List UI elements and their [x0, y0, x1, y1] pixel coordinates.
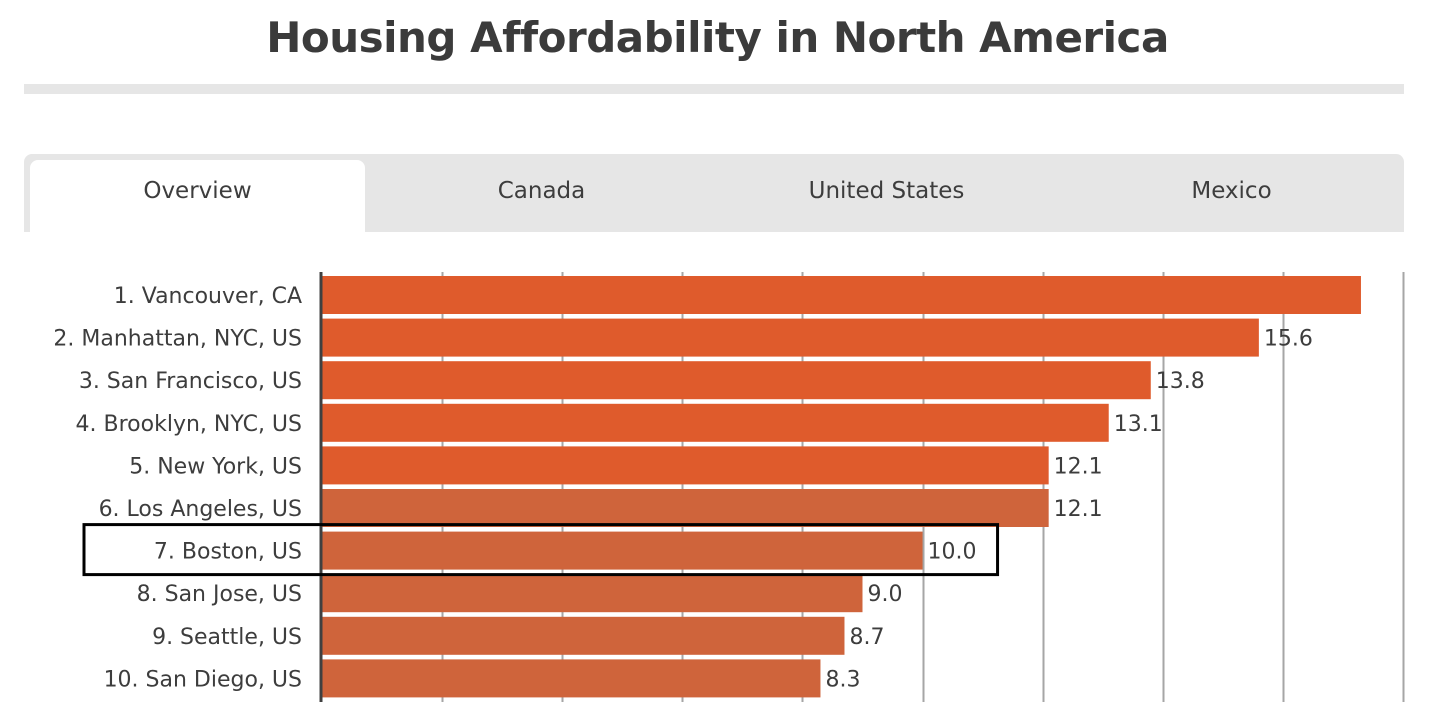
page-title: Housing Affordability in North America [266, 13, 1169, 62]
category-label: 1. Vancouver, CA [114, 284, 302, 309]
bar[interactable] [322, 361, 1151, 400]
bars [322, 276, 1361, 698]
category-label: 9. Seattle, US [152, 625, 302, 650]
title-divider [24, 84, 1404, 94]
tab-canada[interactable]: Canada [497, 178, 586, 204]
tab-bar: Overview Canada United States Mexico [24, 154, 1404, 232]
bar[interactable] [322, 531, 923, 570]
value-label: 15.6 [1264, 327, 1313, 352]
bar[interactable] [322, 446, 1049, 485]
category-label: 7. Boston, US [154, 540, 302, 565]
bar[interactable] [322, 489, 1049, 527]
category-label: 8. San Jose, US [137, 582, 302, 607]
tab-overview[interactable]: Overview [30, 160, 365, 232]
category-label: 2. Manhattan, NYC, US [53, 327, 302, 352]
highlight-box [82, 523, 1000, 577]
category-label: 10. San Diego, US [104, 667, 302, 692]
category-label: 5. New York, US [129, 454, 302, 479]
category-label: 4. Brooklyn, NYC, US [76, 412, 302, 437]
bar[interactable] [322, 276, 1361, 314]
tab-mexico[interactable]: Mexico [1191, 178, 1272, 204]
value-label: 13.1 [1114, 412, 1163, 437]
value-label: 8.7 [849, 625, 884, 650]
bar[interactable] [322, 616, 845, 655]
value-label: 9.0 [868, 582, 903, 607]
value-label: 13.8 [1156, 369, 1205, 394]
bar[interactable] [322, 659, 821, 698]
value-label: 8.3 [825, 667, 860, 692]
value-label: 12.1 [1054, 497, 1103, 522]
value-label: 10.0 [928, 540, 977, 565]
category-labels: 1. Vancouver, CA 2. Manhattan, NYC, US 3. … [53, 284, 302, 692]
tab-united-states[interactable]: United States [808, 178, 965, 204]
category-label: 6. Los Angeles, US [99, 497, 302, 522]
bar[interactable] [322, 318, 1259, 357]
bar[interactable] [322, 403, 1109, 442]
value-labels: 15.6 13.8 13.1 12.1 12.1 10.0 9.0 8.7 8.3 [825, 327, 1312, 693]
bar[interactable] [322, 574, 863, 613]
value-label: 12.1 [1054, 454, 1103, 479]
category-label: 3. San Francisco, US [79, 369, 302, 394]
